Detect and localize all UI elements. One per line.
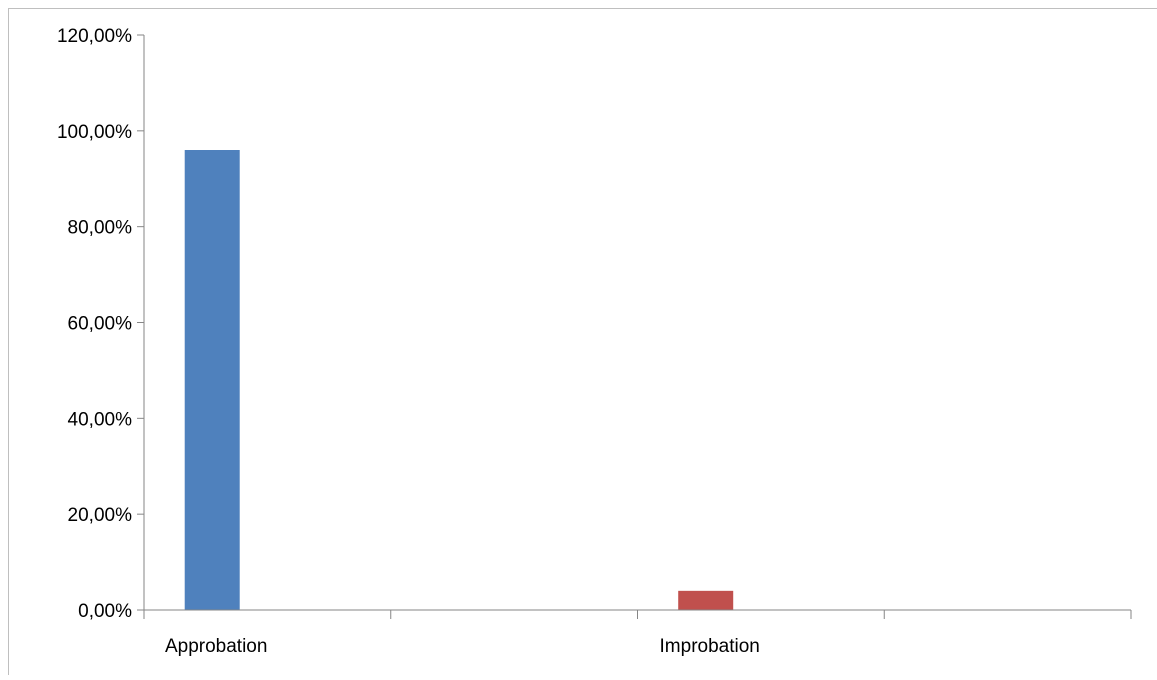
chart-frame <box>8 8 1157 675</box>
y-axis-ticks <box>137 34 144 611</box>
x-axis-ticks <box>143 610 1132 619</box>
y-tick-label: 0,00% <box>78 601 132 622</box>
y-axis-tick-labels: 0,00% 20,00% 40,00% 60,00% 80,00% 100,00% 120,… <box>57 26 132 622</box>
y-tick-label: 20,00% <box>68 505 133 526</box>
bars <box>184 150 734 610</box>
bar-improbation <box>678 590 734 610</box>
x-tick-label: Improbation <box>660 636 760 657</box>
y-tick-label: 100,00% <box>57 122 132 143</box>
y-tick-label: 60,00% <box>68 314 133 335</box>
y-tick-label: 120,00% <box>57 26 132 47</box>
y-tick-label: 40,00% <box>68 409 133 430</box>
x-axis-tick-labels: Approbation Improbation <box>165 636 760 657</box>
x-tick-label: Approbation <box>165 636 267 657</box>
bar-approbation <box>184 150 240 610</box>
y-tick-label: 80,00% <box>68 218 133 239</box>
